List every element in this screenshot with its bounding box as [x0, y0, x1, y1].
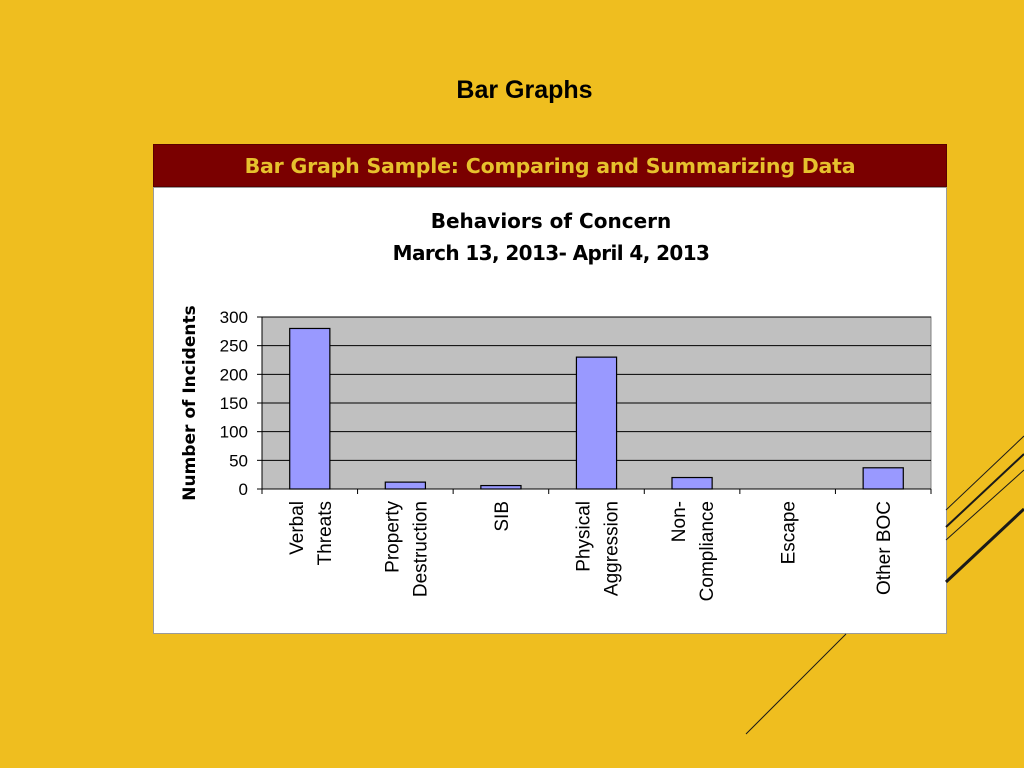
bar — [480, 484, 522, 490]
plot-area: 0 50 100 150 200 250 300 Verbal Threats Property D… — [220, 308, 932, 601]
x-tick-label: Property Destruction — [382, 501, 431, 598]
chart-title: Behaviors of Concern — [431, 209, 672, 233]
y-tick-label: 300 — [220, 308, 248, 327]
banner-title: Bar Graph Sample: Comparing and Summariz… — [153, 144, 947, 187]
chart-subtitle: March 13, 2013- April 4, 2013 — [393, 241, 710, 265]
bar — [384, 481, 427, 490]
y-tick-label: 250 — [220, 337, 248, 356]
y-tick-label: 200 — [220, 365, 248, 384]
x-tick-label: Verbal Threats — [287, 501, 336, 565]
x-tick-label: SIB — [492, 501, 513, 532]
y-tick-label: 100 — [220, 423, 248, 442]
y-tick-label: 0 — [239, 480, 248, 499]
bar — [862, 467, 904, 490]
y-axis-label: Number of Incidents — [180, 305, 200, 500]
decorative-lines — [745, 435, 1024, 735]
y-tick-label: 150 — [220, 394, 248, 413]
x-tick-label: Escape — [779, 501, 800, 564]
bar — [289, 327, 331, 490]
slide-title: Bar Graphs — [456, 76, 593, 104]
x-tick-label: Non- Compliance — [669, 501, 718, 601]
bar — [671, 476, 713, 490]
x-tick-label: Physical Aggression — [574, 501, 623, 596]
x-tick-label: Other BOC — [874, 501, 895, 595]
y-tick-label: 50 — [229, 451, 248, 470]
bar — [575, 356, 618, 490]
